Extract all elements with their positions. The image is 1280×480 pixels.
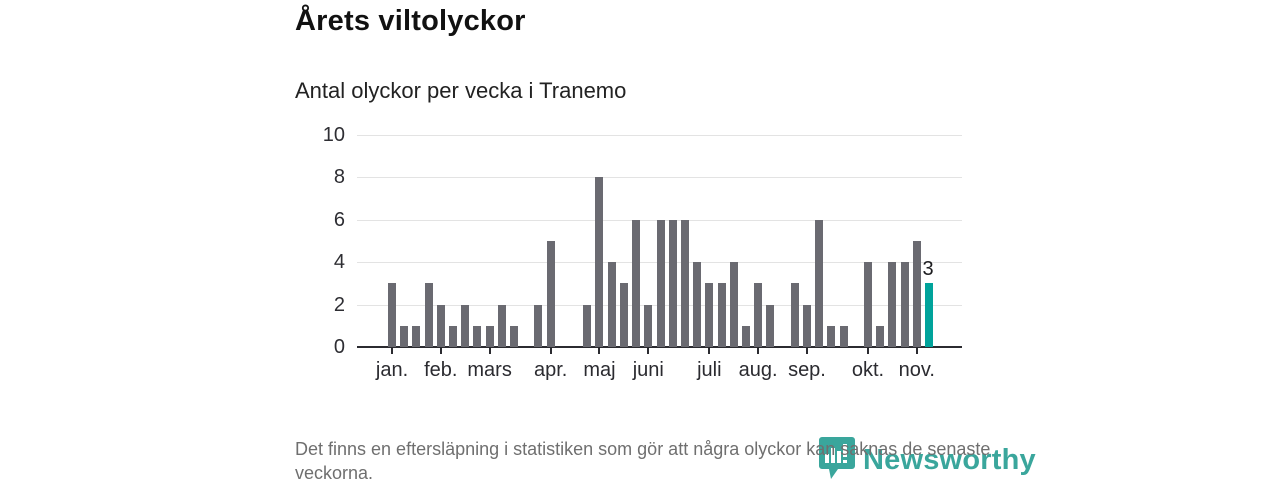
x-tick-nov — [915, 348, 918, 354]
bar-week-41 — [876, 325, 885, 347]
bar-week-2 — [400, 325, 409, 347]
bar-week-13 — [534, 304, 543, 347]
bar-week-21 — [632, 219, 641, 347]
bar-week-8 — [473, 325, 482, 347]
x-axis-label-aug: aug. — [738, 359, 778, 381]
x-tick-jan — [391, 348, 393, 354]
highlight-value-label: 3 — [922, 258, 934, 281]
bar-week-37 — [827, 325, 836, 347]
bar-week-30 — [741, 325, 750, 347]
x-tick-aug — [757, 348, 760, 354]
bar-week-35 — [802, 304, 811, 347]
y-axis-label-8: 8 — [333, 166, 345, 189]
x-axis-label-mars: mars — [467, 359, 512, 381]
bar-week-32 — [766, 304, 775, 347]
bar-week-38 — [839, 325, 848, 347]
bar-week-24 — [668, 219, 677, 347]
gridline-y-8 — [357, 177, 962, 179]
x-tick-juni — [647, 348, 650, 354]
x-axis-label-nov: nov. — [898, 359, 935, 381]
y-axis-label-10: 10 — [322, 124, 345, 146]
bar-week-14 — [546, 241, 555, 347]
bar-week-44 — [912, 241, 921, 347]
bar-week-40 — [863, 262, 872, 347]
bar-week-4 — [424, 283, 433, 347]
x-axis-label-juni: juni — [632, 359, 664, 381]
bar-week-6 — [449, 325, 458, 347]
footnote-text: Det finns en eftersläpning i statistiken… — [295, 439, 991, 480]
x-tick-mars — [488, 348, 491, 354]
bar-week-7 — [461, 304, 470, 347]
bar-week-1 — [388, 283, 396, 347]
y-axis-label-4: 4 — [333, 251, 345, 274]
x-axis-label-maj: maj — [583, 359, 616, 381]
bar-week-23 — [656, 219, 665, 347]
bar-week-17 — [583, 304, 592, 347]
bar-week-34 — [790, 283, 799, 347]
newsworthy-logo-text: Newsworthy — [863, 444, 1036, 476]
x-tick-apr — [549, 348, 552, 354]
y-axis-label-0: 0 — [333, 336, 345, 358]
bar-week-42 — [888, 262, 897, 347]
x-axis-label-apr: apr. — [533, 359, 568, 381]
highlight-bar-week-45 — [925, 283, 934, 347]
x-axis-label-feb: feb. — [424, 359, 458, 381]
gridline-y-10 — [357, 135, 962, 136]
bar-week-29 — [729, 262, 738, 347]
y-axis-label-2: 2 — [333, 293, 345, 316]
bar-week-19 — [607, 262, 616, 347]
bar-week-28 — [717, 283, 726, 347]
newsworthy-marker-barchart-icon — [818, 436, 856, 480]
x-axis-label-sep: sep. — [788, 359, 826, 381]
bar-week-31 — [754, 283, 763, 347]
x-tick-maj — [598, 348, 601, 354]
bar-week-26 — [693, 262, 702, 347]
bar-week-22 — [644, 304, 653, 347]
bar-week-25 — [680, 219, 689, 347]
bar-week-10 — [497, 304, 506, 347]
bar-week-20 — [619, 283, 628, 347]
x-tick-okt — [866, 348, 869, 354]
page-title: Årets viltolyckor — [295, 5, 526, 37]
bar-week-43 — [900, 262, 909, 347]
x-tick-feb — [439, 348, 442, 354]
x-axis-label-juli: juli — [697, 359, 722, 381]
newsworthy-logo[interactable]: Newsworthy — [818, 436, 1036, 480]
x-axis-line — [357, 346, 962, 348]
bar-week-36 — [815, 219, 824, 347]
x-tick-juli — [708, 348, 711, 354]
bar-week-11 — [510, 325, 519, 347]
x-axis-label-jan: jan. — [375, 359, 409, 381]
bar-week-9 — [485, 325, 494, 347]
y-axis-label-6: 6 — [333, 208, 345, 231]
bar-week-5 — [436, 304, 445, 347]
x-axis-label-okt: okt. — [851, 359, 885, 381]
bar-week-27 — [705, 283, 714, 347]
chart-subtitle: Antal olyckor per vecka i Tranemo — [295, 78, 627, 103]
bar-week-3 — [412, 325, 421, 347]
bar-week-18 — [595, 177, 604, 347]
x-tick-sep — [805, 348, 808, 354]
